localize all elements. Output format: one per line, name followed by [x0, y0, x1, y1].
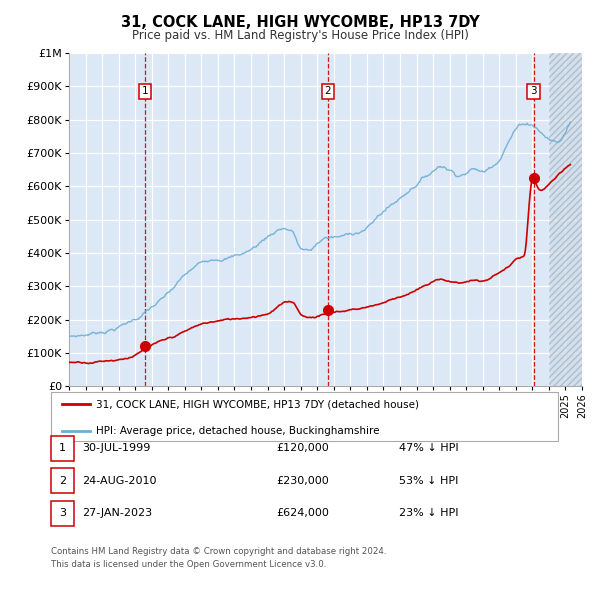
Text: 1: 1: [142, 87, 148, 96]
Text: 31, COCK LANE, HIGH WYCOMBE, HP13 7DY: 31, COCK LANE, HIGH WYCOMBE, HP13 7DY: [121, 15, 479, 30]
Bar: [549, 53, 582, 386]
Text: 3: 3: [59, 509, 66, 518]
Text: This data is licensed under the Open Government Licence v3.0.: This data is licensed under the Open Gov…: [51, 560, 326, 569]
Text: 27-JAN-2023: 27-JAN-2023: [82, 509, 152, 518]
Text: 23% ↓ HPI: 23% ↓ HPI: [399, 509, 458, 518]
Text: £230,000: £230,000: [277, 476, 329, 486]
Text: 47% ↓ HPI: 47% ↓ HPI: [399, 444, 458, 453]
Text: 2: 2: [59, 476, 66, 486]
Text: 30-JUL-1999: 30-JUL-1999: [82, 444, 151, 453]
Text: Contains HM Land Registry data © Crown copyright and database right 2024.: Contains HM Land Registry data © Crown c…: [51, 547, 386, 556]
Text: 3: 3: [530, 87, 537, 96]
Text: £624,000: £624,000: [277, 509, 329, 518]
Text: 2: 2: [325, 87, 331, 96]
Text: £120,000: £120,000: [277, 444, 329, 453]
Text: 53% ↓ HPI: 53% ↓ HPI: [399, 476, 458, 486]
Text: 1: 1: [59, 444, 66, 453]
Bar: [549, 53, 582, 386]
Text: 24-AUG-2010: 24-AUG-2010: [82, 476, 157, 486]
Text: Price paid vs. HM Land Registry's House Price Index (HPI): Price paid vs. HM Land Registry's House …: [131, 29, 469, 42]
Text: 31, COCK LANE, HIGH WYCOMBE, HP13 7DY (detached house): 31, COCK LANE, HIGH WYCOMBE, HP13 7DY (d…: [96, 399, 419, 409]
Text: HPI: Average price, detached house, Buckinghamshire: HPI: Average price, detached house, Buck…: [96, 426, 380, 435]
